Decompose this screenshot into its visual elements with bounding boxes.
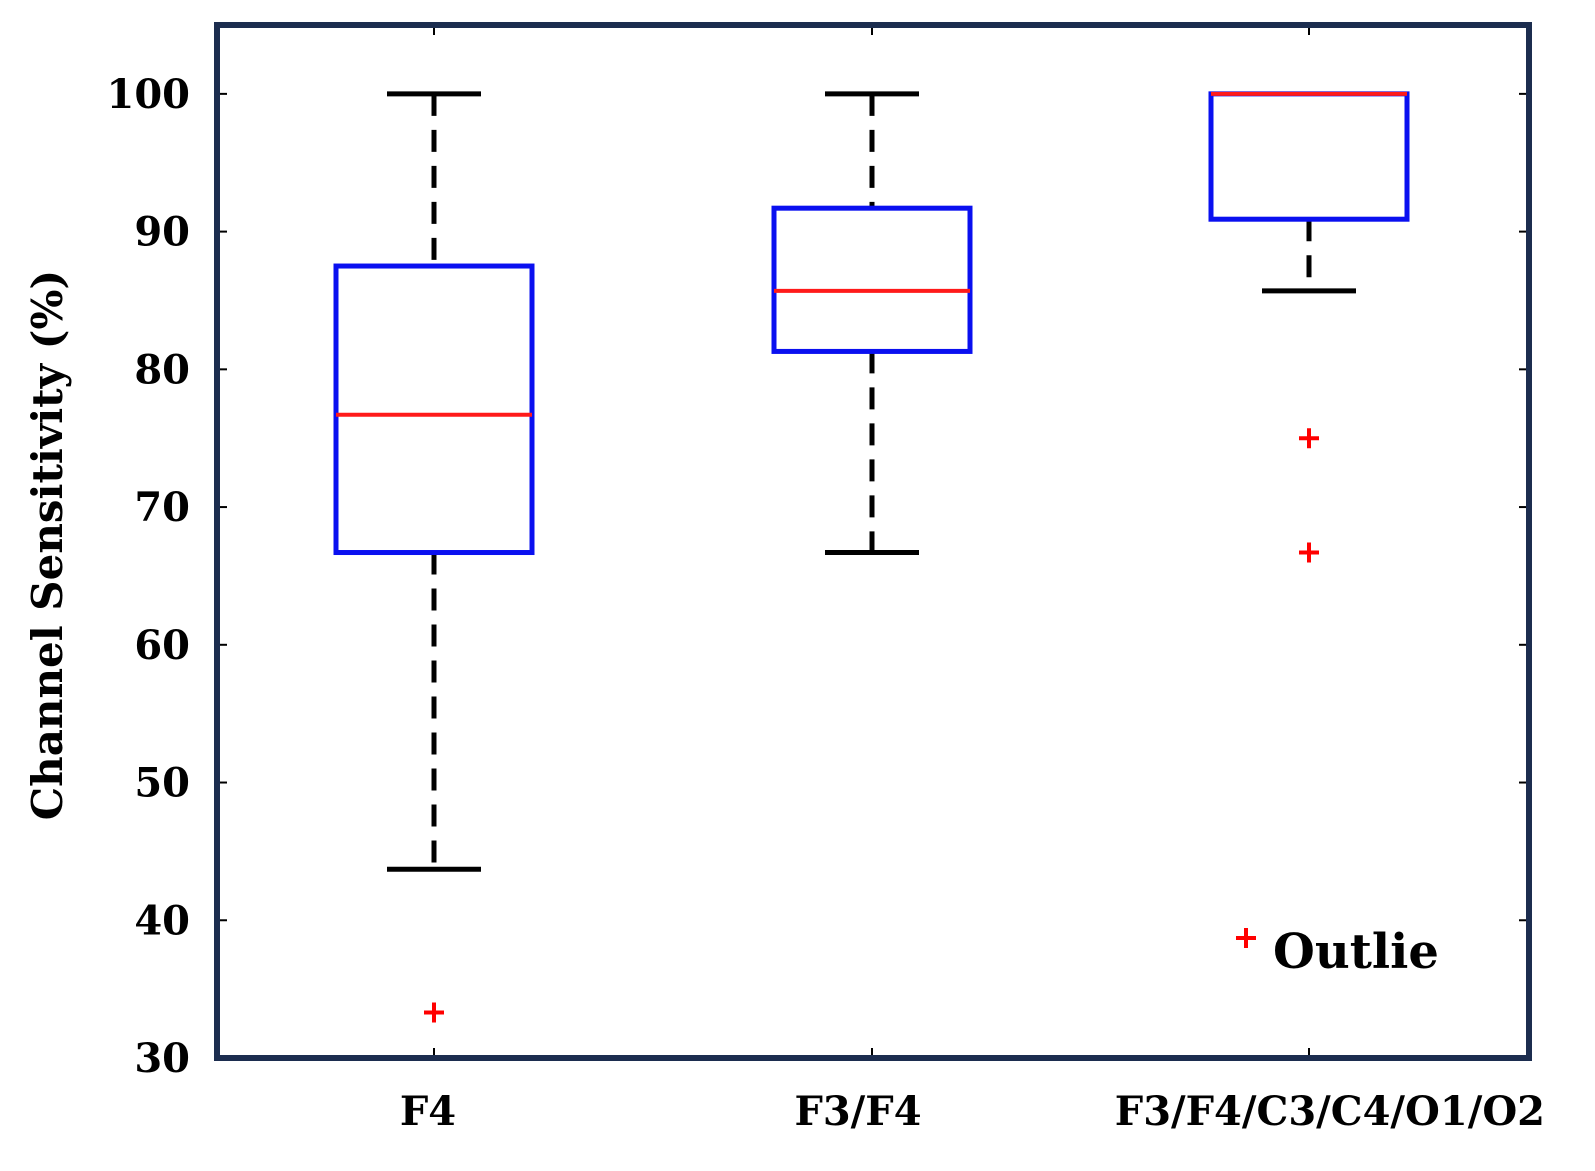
- y-tick-label: 60: [134, 622, 190, 669]
- legend-outlier-marker: [1236, 928, 1256, 948]
- legend: Outlie: [1236, 924, 1439, 980]
- outlier-marker: [1299, 428, 1319, 449]
- x-tick-label: F3/F4: [794, 1088, 921, 1135]
- y-tick-label: 40: [134, 897, 190, 944]
- box-3: [1208, 91, 1410, 294]
- y-tick-label: 30: [134, 1035, 190, 1082]
- y-tick-label: 100: [107, 71, 191, 118]
- outlier-marker: [424, 1002, 444, 1023]
- y-tick-label: 80: [134, 346, 190, 393]
- y-tick-label: 90: [134, 209, 190, 256]
- outlier-marker: [1299, 542, 1319, 563]
- box-series: [333, 91, 1410, 872]
- x-tick-label: F4: [400, 1088, 456, 1135]
- iqr-box: [771, 205, 973, 354]
- legend-label: Outlie: [1273, 924, 1439, 980]
- box-1: [333, 91, 535, 872]
- x-tick-label: F3/F4/C3/C4/O1/O2: [1115, 1088, 1545, 1135]
- y-tick-labels: 30 40 50 60 70 80 90 100: [107, 71, 191, 1082]
- iqr-box: [333, 263, 535, 556]
- box-2: [771, 91, 973, 556]
- y-tick-label: 50: [134, 760, 190, 807]
- x-tick-labels: F4 F3/F4 F3/F4/C3/C4/O1/O2: [400, 1088, 1545, 1135]
- y-tick-label: 70: [134, 484, 190, 531]
- plot-frame: [214, 22, 1532, 1061]
- outlier-points: [424, 428, 1319, 1023]
- y-axis-title: Channel Sensitivity (%): [23, 270, 72, 821]
